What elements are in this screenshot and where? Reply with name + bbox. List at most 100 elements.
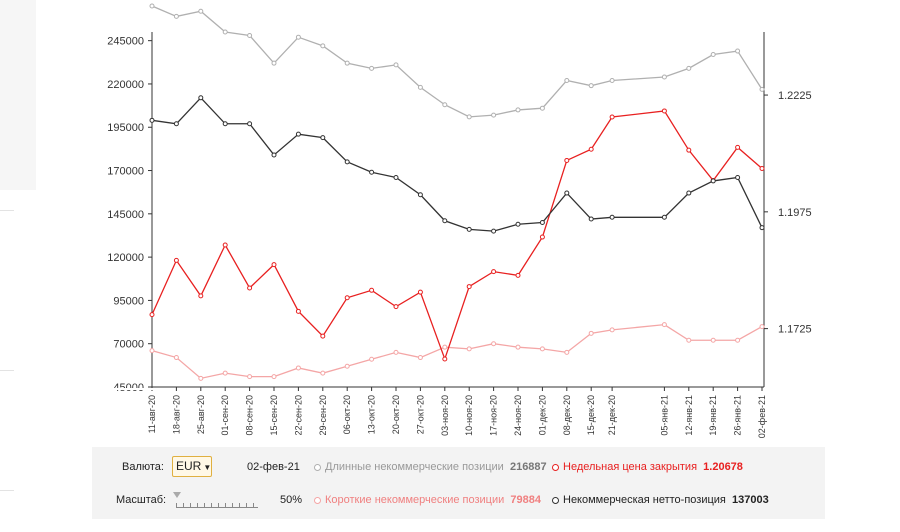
x-tick-label: 20-окт-20	[391, 395, 401, 434]
data-point	[539, 105, 545, 111]
x-tick-label: 15-сен-20	[269, 395, 279, 436]
data-point	[515, 221, 521, 227]
left-divider	[0, 490, 14, 491]
data-point	[222, 370, 228, 376]
series-1	[149, 322, 765, 381]
data-point	[609, 214, 615, 220]
data-point	[609, 327, 615, 333]
data-point	[564, 349, 570, 355]
data-point	[466, 226, 472, 232]
data-point	[369, 356, 375, 362]
y-tick-label: 245000	[107, 36, 144, 48]
data-point	[344, 295, 350, 301]
data-point	[247, 121, 253, 127]
data-point	[588, 146, 594, 152]
data-point	[271, 60, 277, 66]
data-point	[344, 363, 350, 369]
scale-value: 50%	[280, 494, 303, 506]
data-point	[149, 3, 155, 9]
x-tick-label: 21-дек-20	[607, 395, 617, 435]
data-point	[759, 324, 765, 330]
x-tick-label: 17-ноя-20	[489, 395, 499, 436]
data-point	[198, 95, 204, 101]
data-point	[735, 174, 741, 180]
currency-value: EUR	[176, 459, 202, 473]
data-point	[515, 344, 521, 350]
data-point	[661, 74, 667, 80]
legend-value: 1.20678	[703, 461, 743, 473]
cot-chart: 245000 220000 195000 170000 145000 120000 9500…	[100, 3, 812, 439]
data-point	[491, 112, 497, 118]
legend-short[interactable]: Короткие некоммерческие позиции 79884	[314, 494, 541, 506]
y-tick-label: 70000	[113, 339, 144, 351]
data-point	[442, 356, 448, 362]
data-point	[686, 65, 692, 71]
left-divider	[0, 370, 14, 371]
data-point	[564, 157, 570, 163]
data-point	[442, 344, 448, 350]
legend-value: 216887	[509, 461, 547, 473]
legend-label: Короткие некоммерческие позиции	[325, 494, 505, 506]
chevron-down-icon: ▼	[203, 463, 212, 472]
data-point	[271, 152, 277, 158]
data-point	[710, 337, 716, 343]
scale-slider[interactable]	[176, 503, 258, 508]
y-tick-label: 120000	[107, 252, 144, 264]
y-tick-label: 170000	[107, 166, 144, 178]
x-tick-label: 25-авг-20	[196, 395, 206, 434]
data-point	[710, 52, 716, 58]
data-point	[222, 29, 228, 35]
chart-controls: Валюта: EUR ▼ 02-фев-21 Длинные некоммерч…	[92, 447, 825, 519]
data-point	[442, 218, 448, 224]
data-point	[222, 242, 228, 248]
data-point	[369, 65, 375, 71]
x-tick-label: 01-дек-20	[537, 395, 547, 435]
y-tick-label: 95000	[113, 295, 144, 307]
data-point	[466, 114, 472, 120]
series-line	[151, 96, 763, 232]
data-point	[515, 272, 521, 278]
data-point	[295, 131, 301, 137]
data-point	[369, 169, 375, 175]
x-tick-label: 08-дек-20	[562, 395, 572, 435]
data-point	[588, 330, 594, 336]
data-point	[539, 219, 545, 225]
data-point	[295, 308, 301, 314]
currency-select[interactable]: EUR ▼	[172, 456, 212, 477]
y2-tick-label: 1.1725	[778, 324, 812, 336]
scale-label: Масштаб:	[116, 494, 167, 506]
data-point	[320, 333, 326, 339]
legend-label: Некоммерческая нетто-позиция	[563, 494, 726, 506]
x-tick-label: 05-янв-21	[659, 395, 669, 436]
data-point	[417, 84, 423, 90]
data-point	[759, 86, 765, 92]
legend-price[interactable]: Недельная цена закрытия 1.20678	[552, 461, 743, 473]
data-point	[661, 108, 667, 114]
data-point	[609, 77, 615, 83]
data-point	[442, 102, 448, 108]
scale-slider-handle[interactable]	[173, 492, 181, 498]
x-tick-label: 22-сен-20	[293, 395, 303, 436]
legend-marker-icon	[314, 463, 321, 471]
legend-marker-icon	[314, 496, 321, 504]
x-tick-label: 18-авг-20	[171, 395, 181, 434]
data-point	[271, 374, 277, 380]
y-tick-label: 195000	[107, 122, 144, 134]
x-tick-label: 08-сен-20	[245, 395, 255, 436]
data-point	[247, 32, 253, 38]
data-point	[198, 375, 204, 381]
legend-net[interactable]: Некоммерческая нетто-позиция 137003	[552, 494, 769, 506]
chart-ticks: 245000 220000 195000 170000 145000 120000 9500…	[100, 36, 812, 438]
data-point	[686, 190, 692, 196]
x-tick-label: 02-фев-21	[757, 395, 767, 438]
data-point	[344, 60, 350, 66]
data-point	[393, 304, 399, 310]
series-line	[151, 323, 763, 380]
x-tick-label: 29-сен-20	[318, 395, 328, 436]
data-point	[661, 322, 667, 328]
x-tick-label: 01-сен-20	[220, 395, 230, 436]
data-point	[417, 355, 423, 361]
data-point	[564, 77, 570, 83]
data-point	[295, 365, 301, 371]
legend-long[interactable]: Длинные некоммерческие позиции 216887	[314, 461, 547, 473]
